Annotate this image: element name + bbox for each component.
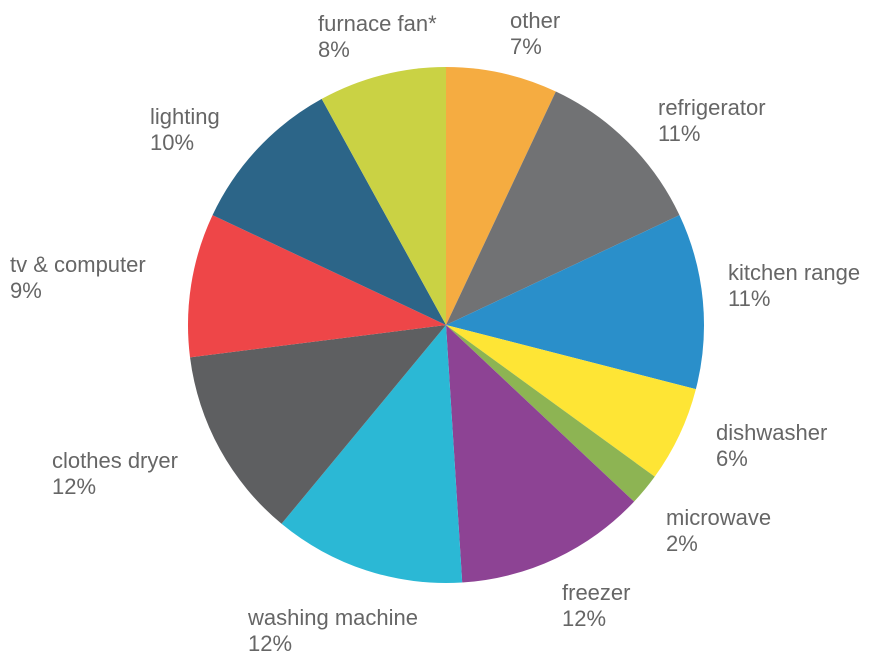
slice-label: refrigerator (658, 95, 766, 120)
slice-label: kitchen range (728, 260, 860, 285)
pie-slice-clothes-dryer (190, 325, 446, 524)
pie-slice-kitchen-range (446, 215, 704, 390)
slice-percent-label: 11% (728, 286, 770, 311)
slice-label: lighting (150, 104, 220, 129)
slice-label: tv & computer (10, 252, 146, 277)
slice-label: furnace fan* (318, 11, 437, 36)
slice-percent-label: 11% (658, 121, 700, 146)
slice-label: dishwasher (716, 420, 827, 445)
slice-percent-label: 12% (52, 474, 96, 499)
pie-slice-lighting (212, 98, 446, 325)
pie-slice-tv-computer (187, 215, 447, 358)
pie-slice-refrigerator (446, 91, 680, 325)
pie-slice-other (446, 67, 556, 325)
slice-percent-label: 10% (150, 130, 194, 155)
pie-slices (187, 67, 704, 583)
slice-label: microwave (666, 505, 771, 530)
slice-label: freezer (562, 580, 630, 605)
slice-percent-label: 7% (510, 34, 542, 59)
slice-percent-label: 9% (10, 278, 42, 303)
slice-label: washing machine (247, 605, 418, 630)
slice-percent-label: 6% (716, 446, 748, 471)
slice-label: clothes dryer (52, 448, 178, 473)
slice-percent-label: 2% (666, 531, 698, 556)
pie-slice-washing-machine (281, 325, 463, 583)
slice-percent-label: 12% (562, 606, 606, 631)
slice-percent-label: 12% (248, 631, 292, 654)
pie-slice-dishwasher (446, 325, 696, 477)
pie-slice-furnace-fan (321, 67, 446, 325)
slice-label: other (510, 8, 560, 33)
slice-percent-label: 8% (318, 37, 350, 62)
pie-slice-microwave (446, 325, 655, 502)
pie-slice-freezer (446, 325, 635, 583)
